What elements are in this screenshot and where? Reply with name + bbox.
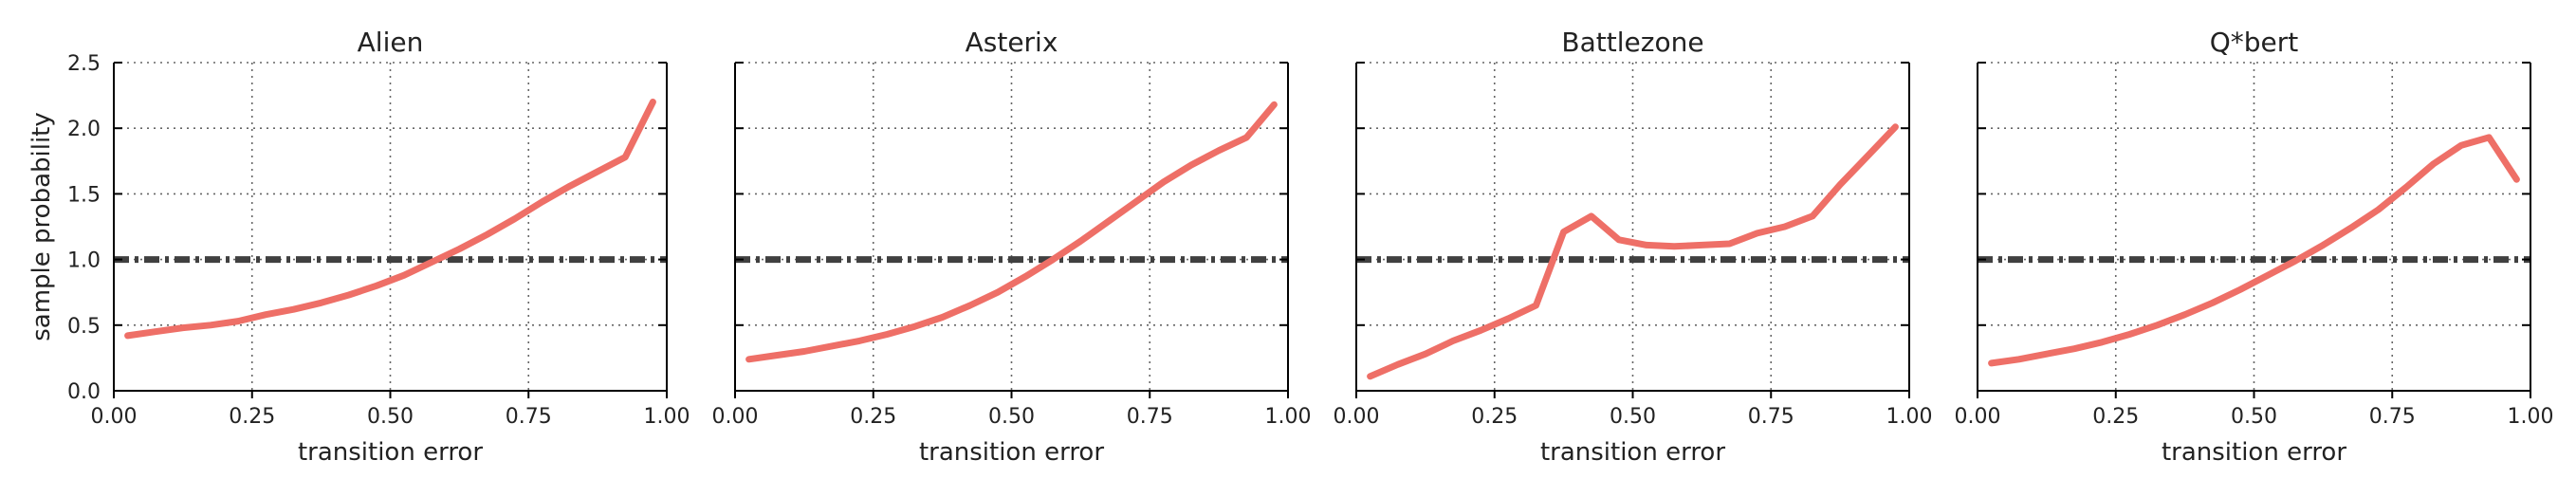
y-tick-label: 1.5: [67, 183, 101, 207]
x-tick-label: 0.75: [506, 405, 552, 429]
series-line: [1367, 123, 1899, 380]
y-tick-label: 2.5: [67, 52, 101, 76]
series-line: [124, 99, 656, 340]
y-axis-label: sample probability: [28, 112, 56, 341]
x-tick-label: 0.25: [1471, 405, 1518, 429]
chart-panel: 0.00 0.25 0.50 0.75 1.00 Asterix transition er…: [712, 27, 1312, 467]
x-tick-label: 1.00: [1886, 405, 1933, 429]
x-axis-label: transition error: [298, 438, 483, 467]
x-axis-label: transition error: [2162, 438, 2346, 467]
chart-panel: 0.00 0.25 0.50 0.75 1.00 Q*bert transition err…: [1955, 27, 2554, 467]
x-tick-label: 0.75: [2369, 405, 2416, 429]
x-tick-label: 1.00: [1265, 405, 1312, 429]
x-tick-label: 0.25: [229, 405, 275, 429]
chart-title: Alien: [358, 27, 424, 58]
x-tick-label: 0.25: [2092, 405, 2139, 429]
x-tick-label: 0.00: [1334, 405, 1380, 429]
series-line: [745, 101, 1278, 363]
y-tick-label: 0.0: [67, 380, 101, 404]
x-axis-label: transition error: [1540, 438, 1725, 467]
chart-title: Q*bert: [2210, 27, 2299, 58]
chart-title: Battlezone: [1561, 27, 1703, 58]
x-tick-label: 0.00: [91, 405, 138, 429]
x-tick-label: 0.75: [1127, 405, 1173, 429]
x-tick-label: 1.00: [644, 405, 690, 429]
x-tick-label: 0.25: [850, 405, 896, 429]
x-tick-label: 0.50: [988, 405, 1035, 429]
x-tick-label: 0.50: [367, 405, 414, 429]
x-tick-label: 0.00: [1955, 405, 2001, 429]
chart-panel: 0.00 0.25 0.50 0.75 1.00 0.0 0.5 1.0 1.5 2.0 2.5 Al…: [28, 27, 690, 467]
y-tick-label: 2.0: [67, 118, 101, 141]
x-tick-label: 0.50: [1610, 405, 1656, 429]
y-tick-label: 1.0: [67, 249, 101, 273]
chart-panel: 0.00 0.25 0.50 0.75 1.00 Battlezone transition…: [1334, 27, 1933, 467]
chart-title: Asterix: [966, 27, 1058, 58]
x-tick-label: 0.50: [2231, 405, 2277, 429]
x-axis-label: transition error: [919, 438, 1104, 467]
series-line: [1988, 134, 2520, 367]
x-tick-label: 0.00: [712, 405, 759, 429]
x-tick-label: 1.00: [2508, 405, 2554, 429]
x-tick-label: 0.75: [1748, 405, 1794, 429]
y-tick-label: 0.5: [67, 315, 101, 339]
